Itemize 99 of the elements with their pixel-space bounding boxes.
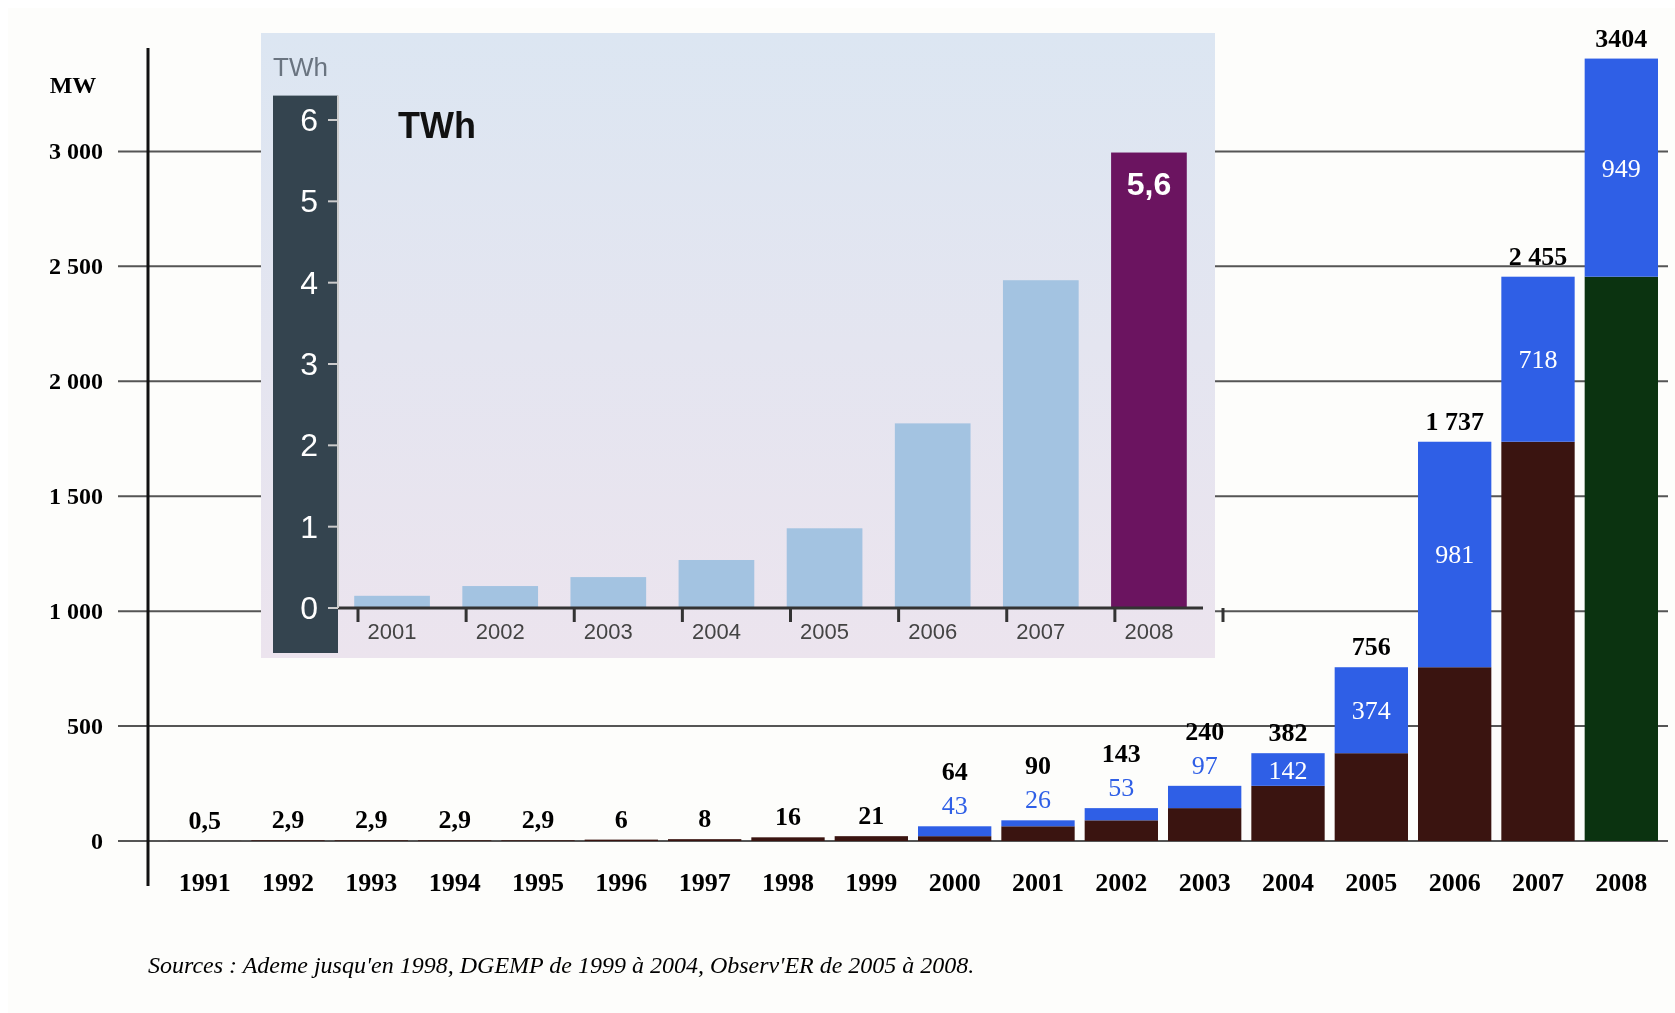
data-label: 26 [1025, 785, 1051, 815]
bar [786, 528, 863, 608]
y-tick-label: 2 [300, 427, 318, 464]
x-tick-label: 2007 [1016, 619, 1066, 644]
y-axis-title: MW [49, 72, 97, 98]
y-tick-label: 1 [300, 508, 318, 545]
total-label: 64 [941, 757, 968, 787]
bar [1084, 820, 1158, 841]
y-tick-label: 500 [67, 713, 103, 740]
data-label: 53 [1108, 773, 1135, 803]
bar [1251, 785, 1325, 841]
x-tick-label: 1994 [428, 868, 481, 897]
x-tick-label: 1992 [262, 868, 314, 897]
bar [462, 586, 539, 608]
bar [1111, 152, 1187, 608]
x-tick-label: 2005 [800, 619, 850, 644]
y-tick-label: 1 500 [49, 483, 103, 510]
data-label: 949 [1601, 153, 1641, 183]
x-tick-label: 2006 [908, 619, 958, 644]
y-tick-label: 2 500 [49, 253, 103, 280]
x-tick-label: 2004 [1262, 868, 1314, 897]
x-tick-label: 2003 [583, 619, 633, 644]
total-label: 2 455 [1508, 241, 1568, 271]
x-tick-label: 2002 [475, 619, 525, 644]
bar [354, 595, 430, 608]
total-label: 21 [858, 801, 885, 831]
total-label: 382 [1268, 718, 1308, 748]
x-tick-label: 2004 [691, 619, 741, 644]
bar [834, 836, 908, 841]
bar [1418, 667, 1492, 841]
data-label: 43 [941, 791, 968, 821]
x-tick-label: 1993 [345, 868, 398, 897]
x-tick-label: 1991 [178, 868, 231, 897]
bar [1334, 667, 1408, 754]
y-tick-label: 1 000 [49, 598, 103, 625]
total-label: 2,9 [438, 805, 471, 835]
x-tick-label: 1996 [595, 868, 648, 897]
bar [1168, 808, 1242, 841]
y-axis-title: TWh [273, 52, 328, 82]
x-tick-label: 2005 [1345, 868, 1398, 897]
total-label: 2,9 [271, 805, 305, 835]
data-label: 374 [1351, 696, 1391, 726]
data-label: 981 [1435, 540, 1475, 570]
bar [1584, 276, 1658, 841]
total-label: 90 [1025, 751, 1051, 781]
data-label: 142 [1268, 755, 1308, 785]
source-note: Sources : Ademe jusqu'en 1998, DGEMP de 1999 à 2004, Observ'ER de 2005 à 2008. [148, 952, 975, 978]
bar [1334, 753, 1408, 841]
y-tick-label: 3 000 [49, 138, 103, 165]
total-label: 2,9 [521, 805, 555, 835]
y-tick-label: 2 000 [49, 368, 103, 395]
bar [918, 836, 992, 841]
bar [1002, 280, 1079, 608]
bar [1501, 441, 1575, 841]
x-tick-label: 2003 [1178, 868, 1231, 897]
x-tick-label: 2006 [1428, 868, 1481, 897]
total-label: 1 737 [1425, 406, 1484, 436]
total-label: 756 [1351, 632, 1391, 662]
y-tick-label: 0 [91, 828, 103, 854]
bar [1501, 276, 1575, 442]
bar [894, 423, 971, 608]
bar [1418, 441, 1492, 668]
y-tick-label: 5 [300, 183, 318, 220]
bar [1584, 58, 1658, 277]
bar [570, 577, 647, 608]
total-label: 8 [698, 804, 712, 834]
bar [1168, 785, 1242, 809]
total-label: 143 [1101, 739, 1141, 769]
bar [1251, 753, 1325, 786]
x-tick-label: 1995 [512, 868, 564, 897]
x-tick-label: 2000 [928, 868, 981, 897]
total-label: 6 [614, 804, 628, 834]
bar [678, 560, 755, 608]
x-tick-label: 2002 [1095, 868, 1148, 897]
bar [1084, 808, 1158, 821]
data-label: 5,6 [1126, 165, 1172, 202]
x-tick-label: 2008 [1595, 868, 1648, 897]
y-tick-label: 0 [300, 590, 318, 626]
x-tick-label: 1997 [678, 868, 731, 897]
bar [751, 837, 825, 841]
total-label: 2,9 [355, 805, 388, 835]
x-tick-label: 1998 [762, 868, 814, 897]
data-label: 97 [1191, 750, 1218, 780]
bar [918, 826, 992, 837]
total-label: 3404 [1595, 23, 1648, 53]
x-tick-label: 2001 [1012, 868, 1064, 897]
total-label: 0,5 [188, 805, 221, 835]
bar [1001, 826, 1075, 841]
bar [1001, 820, 1075, 827]
x-tick-label: 2007 [1512, 868, 1564, 897]
y-tick-label: 4 [300, 264, 318, 301]
x-tick-label: 1999 [845, 868, 898, 897]
data-label: 718 [1518, 345, 1558, 375]
y-tick-label: 6 [300, 102, 318, 138]
y-tick-label: 3 [300, 346, 318, 382]
x-tick-label: 2001 [367, 619, 417, 644]
chart-title: TWh [398, 105, 476, 146]
x-tick-label: 2008 [1124, 619, 1174, 644]
total-label: 16 [775, 802, 801, 832]
